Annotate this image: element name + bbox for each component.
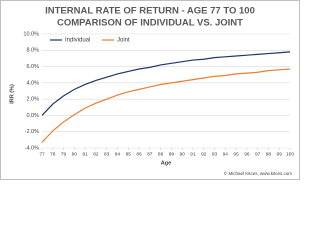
- x-tick-label: 84: [115, 151, 121, 157]
- y-tick-label: 8.0%: [26, 48, 39, 54]
- x-tick-label: 77: [39, 151, 45, 157]
- y-tick-label: 4.0%: [26, 80, 39, 86]
- legend-label: Individual: [65, 38, 90, 44]
- y-tick-label: -2.0%: [25, 129, 39, 135]
- x-tick-label: 86: [136, 151, 142, 157]
- footer: © Michael Kitces, www.kitces.com: [224, 170, 292, 176]
- x-tick-label: 80: [72, 151, 78, 157]
- x-tick-label: 97: [255, 151, 261, 157]
- x-tick-label: 85: [126, 151, 132, 157]
- series-line: [41, 68, 291, 143]
- x-tick-label: 94: [223, 151, 229, 157]
- y-tick-label: 0.0%: [26, 113, 39, 119]
- x-tick-label: 99: [277, 151, 283, 157]
- x-tick-label: 78: [50, 151, 56, 157]
- y-axis-label: IRR (%): [9, 84, 15, 104]
- x-tick-label: 83: [104, 151, 110, 157]
- x-tick-label: 90: [180, 151, 186, 157]
- x-tick-label: 88: [158, 151, 164, 157]
- x-tick-label: 100: [286, 151, 294, 157]
- x-axis-label: Age: [161, 160, 171, 166]
- series-line: [41, 51, 291, 116]
- x-tick-label: 81: [82, 151, 88, 157]
- chart-title: INTERNAL RATE OF RETURN - AGE 77 TO 100: [45, 6, 255, 17]
- x-tick-label: 96: [244, 151, 250, 157]
- x-tick-label: 87: [147, 151, 153, 157]
- x-tick-label: 79: [61, 151, 67, 157]
- legend-label: Joint: [117, 38, 130, 44]
- x-tick-label: 82: [93, 151, 99, 157]
- y-tick-label: -4.0%: [25, 145, 39, 151]
- y-tick-label: 10.0%: [23, 31, 39, 37]
- x-tick-label: 91: [190, 151, 196, 157]
- x-tick-label: 89: [169, 151, 175, 157]
- x-tick-label: 95: [233, 151, 239, 157]
- chart-title: COMPARISON OF INDIVIDUAL VS. JOINT: [57, 18, 243, 29]
- chart: INTERNAL RATE OF RETURN - AGE 77 TO 100 …: [0, 0, 300, 180]
- y-tick-label: 2.0%: [26, 97, 39, 103]
- x-tick-label: 98: [266, 151, 272, 157]
- x-tick-label: 93: [212, 151, 218, 157]
- y-tick-label: 6.0%: [26, 64, 39, 70]
- x-tick-label: 92: [201, 151, 207, 157]
